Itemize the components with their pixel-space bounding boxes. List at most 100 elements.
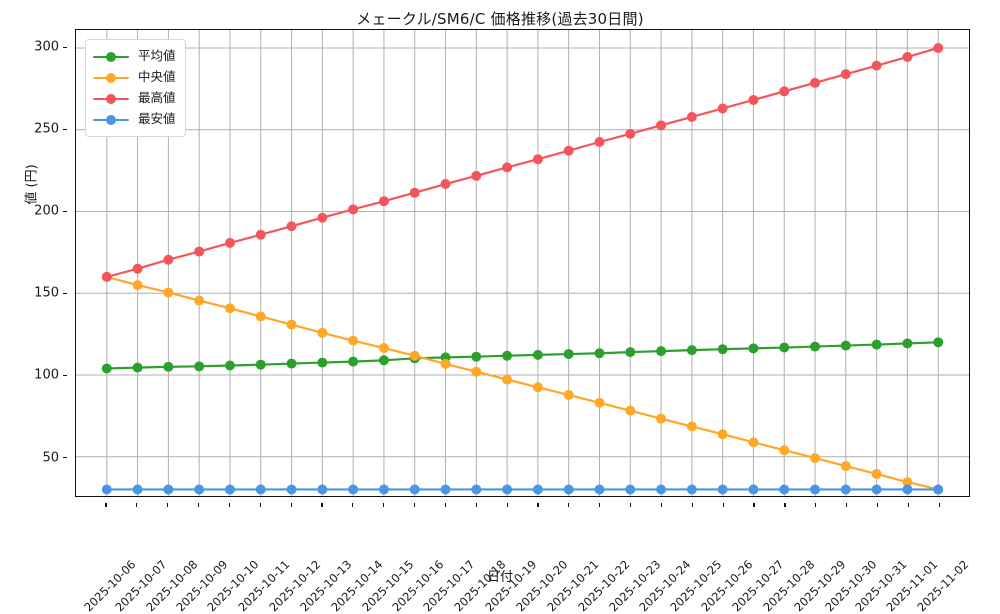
data-point-marker	[779, 484, 790, 495]
x-tick-mark	[321, 503, 323, 507]
data-point-marker	[194, 246, 205, 257]
data-point-marker	[594, 348, 605, 359]
legend-marker-icon	[93, 113, 129, 127]
y-tick-mark	[63, 292, 67, 295]
data-point-marker	[748, 484, 759, 495]
y-tick-mark	[63, 46, 67, 48]
data-point-marker	[871, 484, 882, 495]
x-tick-mark	[630, 503, 632, 507]
data-point-marker	[625, 484, 636, 495]
data-point-marker	[748, 95, 759, 105]
x-axis-tick-labels: 2025-10-06 2025-10-07 2025-10-08 2025-10-09…	[75, 503, 972, 614]
y-tick-label: 300	[34, 39, 59, 55]
y-axis-tick-labels: 50 100 150 200 250 300	[0, 29, 67, 497]
data-point-marker	[532, 349, 543, 360]
legend-item[interactable]: 最安値	[93, 109, 176, 130]
data-point-marker	[502, 162, 513, 173]
x-tick-mark	[167, 503, 169, 507]
x-tick-mark	[753, 503, 755, 507]
data-point-marker	[563, 389, 574, 400]
data-point-marker	[348, 484, 359, 495]
data-point-marker	[471, 170, 482, 181]
legend-item[interactable]: 中央値	[93, 67, 176, 88]
legend-item[interactable]: 最高値	[93, 88, 176, 109]
data-point-marker	[656, 120, 667, 131]
y-tick-label: 50	[42, 450, 59, 466]
data-point-marker	[255, 484, 266, 495]
legend-item[interactable]: 平均値	[93, 46, 176, 67]
data-point-marker	[255, 311, 266, 322]
x-axis-label: 日付	[486, 570, 513, 585]
data-point-marker	[317, 212, 328, 223]
chart-legend: 平均値中央値最高値最安値	[85, 39, 186, 137]
legend-marker-icon	[93, 92, 129, 106]
data-point-marker	[686, 112, 697, 122]
data-point-marker	[409, 350, 420, 361]
data-series-layer	[101, 43, 944, 495]
data-point-marker	[224, 484, 235, 495]
data-point-marker	[286, 319, 297, 330]
data-point-marker	[625, 128, 636, 139]
data-point-marker	[132, 362, 143, 373]
series-line	[105, 341, 940, 370]
data-point-marker	[224, 237, 235, 248]
data-point-marker	[317, 484, 328, 495]
data-point-marker	[101, 484, 112, 495]
data-point-marker	[101, 271, 112, 282]
data-point-marker	[101, 363, 112, 374]
x-tick-mark	[413, 503, 416, 507]
data-point-marker	[348, 204, 359, 215]
x-tick-mark	[290, 503, 292, 507]
data-point-marker	[224, 360, 235, 371]
y-tick-label: 150	[34, 285, 59, 301]
x-tick-mark	[907, 503, 909, 507]
data-point-marker	[132, 280, 143, 291]
x-tick-mark	[722, 503, 724, 507]
legend-label: 最高値	[138, 90, 176, 106]
y-tick-mark	[63, 374, 67, 377]
data-point-marker	[224, 303, 235, 314]
legend-label: 最安値	[138, 111, 176, 127]
data-point-marker	[748, 343, 759, 354]
data-point-marker	[532, 382, 543, 393]
data-point-marker	[656, 413, 667, 424]
x-tick-mark	[352, 503, 354, 507]
x-tick-mark	[691, 503, 693, 507]
x-tick-mark	[660, 503, 663, 507]
data-point-marker	[317, 327, 328, 338]
data-point-marker	[871, 468, 882, 479]
data-point-marker	[563, 349, 574, 360]
data-point-marker	[163, 361, 174, 372]
x-tick-mark	[784, 503, 786, 507]
series-line	[105, 46, 940, 278]
data-point-marker	[440, 179, 451, 190]
x-tick-mark	[537, 503, 539, 507]
data-point-marker	[656, 484, 667, 495]
data-point-marker	[748, 437, 759, 448]
legend-marker-icon	[93, 50, 129, 64]
x-tick-mark	[846, 503, 848, 507]
data-point-marker	[871, 339, 882, 350]
chart-title: メェークル/SM6/C 価格推移(過去30日間)	[356, 10, 644, 28]
legend-label: 平均値	[138, 48, 176, 64]
data-point-marker	[502, 484, 513, 495]
x-tick-mark	[938, 503, 940, 507]
data-point-marker	[686, 484, 697, 495]
y-tick-label: 100	[34, 367, 59, 383]
data-point-marker	[502, 374, 513, 385]
data-point-marker	[840, 484, 851, 495]
data-point-marker	[348, 356, 359, 367]
data-point-marker	[409, 187, 420, 198]
x-tick-mark	[197, 503, 200, 507]
data-point-marker	[471, 351, 482, 362]
data-point-marker	[810, 484, 821, 495]
data-point-marker	[594, 137, 605, 147]
data-point-marker	[933, 43, 944, 53]
data-point-marker	[194, 484, 205, 495]
data-point-marker	[717, 103, 728, 114]
data-point-marker	[471, 484, 482, 495]
data-point-marker	[686, 345, 697, 356]
y-tick-label: 200	[34, 203, 59, 219]
y-tick-mark	[63, 210, 67, 212]
x-tick-mark	[815, 503, 817, 507]
